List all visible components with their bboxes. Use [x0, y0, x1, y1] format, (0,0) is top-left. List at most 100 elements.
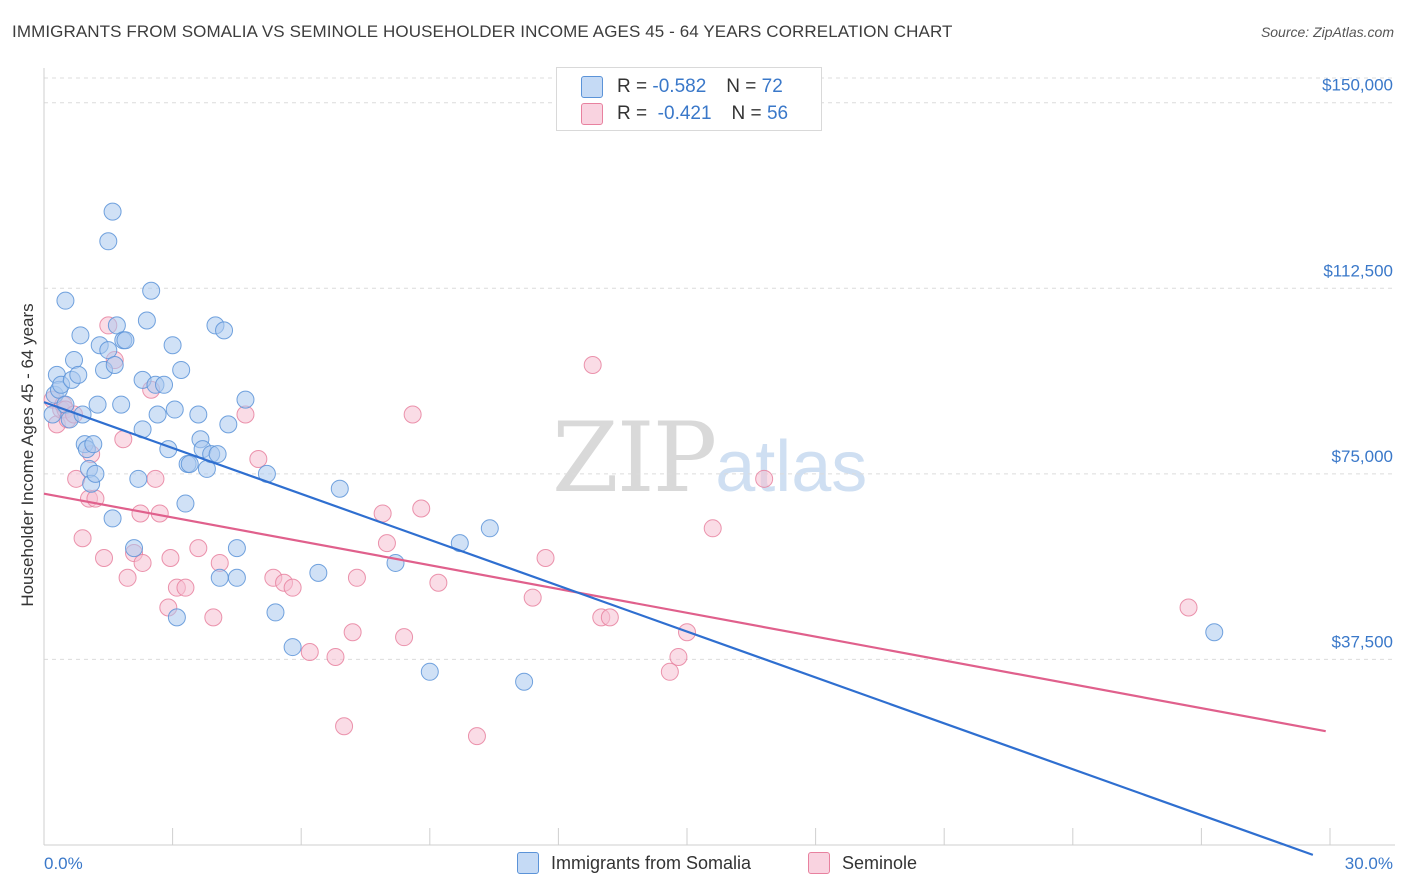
point-somalia: [283, 638, 302, 657]
point-somalia: [330, 479, 349, 498]
point-seminole: [660, 662, 679, 681]
legend-r-label: R =: [617, 103, 648, 124]
point-somalia: [116, 331, 135, 350]
point-somalia: [180, 454, 199, 473]
legend-n-value: 56: [766, 103, 789, 124]
point-seminole: [335, 717, 354, 736]
point-seminole: [377, 534, 396, 553]
point-seminole: [133, 553, 152, 572]
series-legend-seminole[interactable]: Seminole: [808, 852, 917, 874]
point-somalia: [88, 395, 107, 414]
series-legend-label: Seminole: [842, 852, 918, 873]
point-seminole: [536, 548, 555, 567]
trend-lines: [43, 401, 1326, 856]
series-legend: Immigrants from Somalia Seminole: [0, 852, 1406, 878]
point-somalia: [163, 336, 182, 355]
point-seminole: [176, 578, 195, 597]
watermark: ZIPatlas: [552, 402, 867, 514]
point-seminole: [669, 647, 688, 666]
point-somalia: [210, 568, 229, 587]
point-somalia: [71, 326, 90, 345]
point-seminole: [703, 519, 722, 538]
correlation-legend: R = -0.582 N = 72 R = -0.421 N = 56: [556, 67, 822, 131]
series-legend-somalia[interactable]: Immigrants from Somalia: [517, 852, 751, 874]
point-somalia: [167, 608, 186, 627]
point-seminole: [326, 647, 345, 666]
point-somalia: [215, 321, 234, 340]
point-seminole: [600, 608, 619, 627]
point-somalia: [480, 519, 499, 538]
point-somalia: [103, 202, 122, 221]
legend-row-somalia: R = -0.582 N = 72: [581, 75, 783, 99]
x-tick-label: 30.0%: [1345, 854, 1393, 873]
point-seminole: [146, 469, 165, 488]
source-label: Source: ZipAtlas.com: [1260, 24, 1394, 40]
trend-line-somalia: [43, 401, 1314, 856]
legend-r-label: R =: [617, 76, 648, 97]
series-swatch-seminole: [808, 852, 830, 874]
point-somalia: [65, 351, 84, 370]
point-seminole: [204, 608, 223, 627]
legend-n-label: N =: [731, 103, 762, 124]
point-somalia: [227, 568, 246, 587]
point-somalia: [148, 405, 167, 424]
point-somalia: [105, 356, 124, 375]
y-tick-label: $150,000: [1322, 76, 1393, 95]
point-seminole: [189, 539, 208, 558]
legend-r-value: -0.582: [652, 76, 707, 97]
point-seminole: [403, 405, 422, 424]
point-somalia: [73, 405, 92, 424]
point-somalia: [137, 311, 156, 330]
point-somalia: [309, 563, 328, 582]
chart-title: IMMIGRANTS FROM SOMALIA VS SEMINOLE HOUS…: [12, 22, 953, 41]
point-seminole: [161, 548, 180, 567]
point-seminole: [1179, 598, 1198, 617]
point-seminole: [283, 578, 302, 597]
point-seminole: [95, 548, 114, 567]
point-seminole: [343, 623, 362, 642]
axis-labels: $37,500 $75,000 $112,500 $150,000 0.0% 30.0% H…: [18, 76, 1393, 873]
point-seminole: [373, 504, 392, 523]
point-seminole: [118, 568, 137, 587]
point-somalia: [172, 360, 191, 379]
point-somalia: [189, 405, 208, 424]
point-somalia: [1205, 623, 1224, 642]
legend-n-value: 72: [761, 76, 783, 97]
gridlines: [44, 77, 1395, 660]
point-somalia: [236, 390, 255, 409]
point-somalia: [112, 395, 131, 414]
watermark-zip: ZIP: [552, 402, 717, 514]
x-tick-label: 0.0%: [44, 854, 83, 873]
point-seminole: [467, 727, 486, 746]
legend-swatch-seminole: [581, 103, 603, 125]
point-somalia: [69, 365, 88, 384]
point-somalia: [266, 603, 285, 622]
trend-line-seminole: [43, 492, 1326, 733]
point-somalia: [208, 445, 227, 464]
point-seminole: [395, 628, 414, 647]
watermark-atlas: atlas: [715, 427, 868, 507]
point-seminole: [73, 529, 92, 548]
series-legend-label: Immigrants from Somalia: [551, 852, 752, 873]
point-seminole: [347, 568, 366, 587]
point-seminole: [249, 450, 268, 469]
point-somalia: [84, 435, 103, 454]
point-somalia: [86, 464, 105, 483]
point-seminole: [300, 643, 319, 662]
point-somalia: [99, 341, 118, 360]
legend-r-value: -0.421: [652, 103, 712, 124]
y-tick-label: $75,000: [1332, 447, 1393, 466]
point-seminole: [429, 573, 448, 592]
point-seminole: [755, 469, 774, 488]
point-somalia: [129, 469, 148, 488]
point-somalia: [103, 509, 122, 528]
point-somalia: [155, 375, 174, 394]
point-seminole: [412, 499, 431, 518]
point-somalia: [420, 662, 439, 681]
y-axis-title: Householder Income Ages 45 - 64 years: [18, 303, 37, 606]
point-somalia: [227, 539, 246, 558]
point-somalia: [99, 232, 118, 251]
point-somalia: [219, 415, 238, 434]
y-tick-label: $37,500: [1332, 632, 1393, 651]
